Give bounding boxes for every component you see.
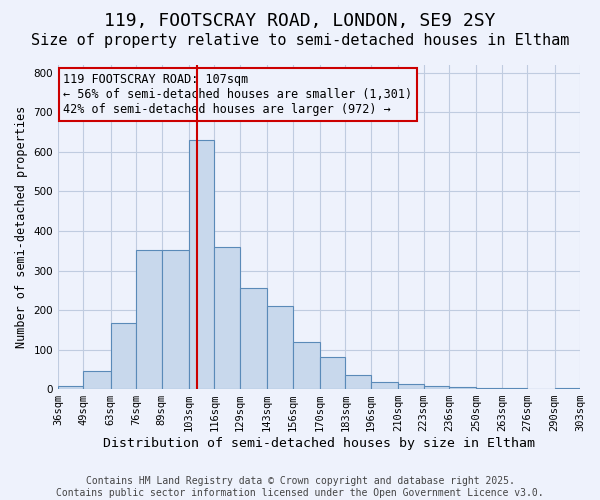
Bar: [371, 382, 398, 389]
Bar: [449, 387, 476, 389]
Bar: [476, 388, 502, 389]
X-axis label: Distribution of semi-detached houses by size in Eltham: Distribution of semi-detached houses by …: [103, 437, 535, 450]
Bar: [214, 247, 240, 389]
Text: Size of property relative to semi-detached houses in Eltham: Size of property relative to semi-detach…: [31, 32, 569, 48]
Bar: [502, 388, 527, 389]
Bar: [83, 370, 111, 389]
Text: 119 FOOTSCRAY ROAD: 107sqm
← 56% of semi-detached houses are smaller (1,301)
42%: 119 FOOTSCRAY ROAD: 107sqm ← 56% of semi…: [63, 73, 412, 116]
Text: 119, FOOTSCRAY ROAD, LONDON, SE9 2SY: 119, FOOTSCRAY ROAD, LONDON, SE9 2SY: [104, 12, 496, 30]
Text: Contains HM Land Registry data © Crown copyright and database right 2025.
Contai: Contains HM Land Registry data © Crown c…: [56, 476, 544, 498]
Bar: [398, 384, 424, 389]
Bar: [554, 388, 580, 389]
Bar: [293, 342, 320, 389]
Bar: [189, 140, 214, 389]
Bar: [58, 386, 83, 389]
Bar: [424, 386, 449, 389]
Bar: [161, 250, 189, 389]
Bar: [111, 322, 136, 389]
Bar: [320, 358, 346, 389]
Y-axis label: Number of semi-detached properties: Number of semi-detached properties: [15, 106, 28, 348]
Bar: [267, 306, 293, 389]
Bar: [346, 376, 371, 389]
Bar: [240, 288, 267, 389]
Bar: [136, 250, 161, 389]
